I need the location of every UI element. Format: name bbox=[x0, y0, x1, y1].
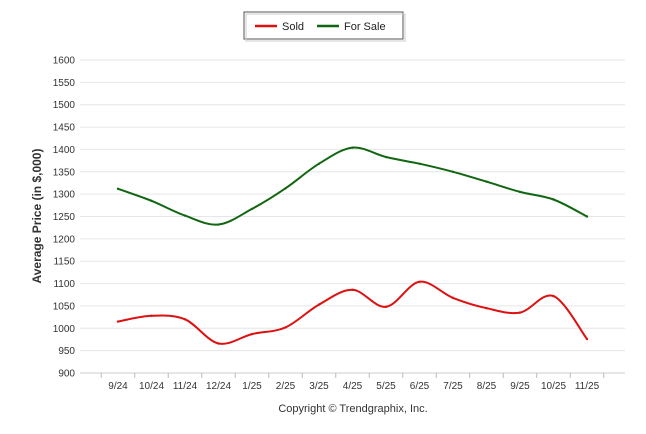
data-point-for-sale bbox=[384, 155, 388, 159]
x-tick-label: 4/25 bbox=[343, 381, 363, 392]
x-tick-label: 6/25 bbox=[410, 381, 430, 392]
y-tick-label: 1100 bbox=[53, 279, 75, 290]
y-tick-label: 1400 bbox=[53, 145, 76, 156]
data-point-for-sale bbox=[116, 187, 120, 190]
x-tick-label: 10/25 bbox=[541, 381, 566, 392]
data-point-sold bbox=[418, 280, 421, 283]
y-tick-label: 1200 bbox=[53, 234, 76, 245]
y-tick-label: 1050 bbox=[53, 301, 76, 312]
data-point-for-sale bbox=[552, 198, 555, 201]
x-tick-label: 2/25 bbox=[276, 381, 296, 392]
data-point-sold bbox=[485, 306, 488, 310]
x-tick-label: 11/24 bbox=[173, 381, 198, 392]
x-tick-label: 11/25 bbox=[575, 381, 600, 392]
data-point-for-sale bbox=[351, 146, 354, 149]
legend-shadow bbox=[245, 13, 406, 42]
y-tick-label: 1000 bbox=[53, 324, 76, 335]
copyright-text: Copyright © Trendgraphix, Inc. bbox=[278, 403, 427, 415]
data-point-for-sale bbox=[518, 190, 522, 194]
data-point-for-sale bbox=[284, 187, 287, 190]
data-point-for-sale bbox=[418, 162, 421, 165]
y-tick-label: 1600 bbox=[53, 56, 76, 67]
y-tick-label: 1350 bbox=[53, 167, 76, 178]
x-tick-label: 10/24 bbox=[139, 381, 164, 392]
y-tick-label: 1300 bbox=[53, 190, 76, 201]
y-tick-label: 1500 bbox=[53, 100, 76, 111]
data-point-sold bbox=[217, 342, 220, 345]
data-point-for-sale bbox=[585, 215, 589, 218]
x-tick-label: 3/25 bbox=[309, 381, 329, 392]
data-point-sold bbox=[451, 296, 455, 300]
legend-label-for-sale: For Sale bbox=[344, 21, 386, 33]
x-tick-label: 9/25 bbox=[510, 381, 530, 392]
y-tick-label: 1150 bbox=[53, 257, 75, 268]
data-point-sold bbox=[351, 288, 354, 292]
y-axis-title: Average Price (in $,000) bbox=[30, 149, 44, 284]
x-tick-label: 8/25 bbox=[477, 381, 497, 392]
data-point-sold bbox=[585, 337, 589, 341]
legend-label-sold: Sold bbox=[282, 21, 304, 33]
series-line-for-sale bbox=[117, 146, 588, 226]
data-point-sold bbox=[284, 326, 287, 329]
data-point-sold bbox=[552, 294, 555, 298]
y-tick-label: 900 bbox=[58, 369, 75, 380]
data-point-for-sale bbox=[485, 180, 488, 183]
data-point-sold bbox=[518, 311, 522, 314]
y-tick-label: 1450 bbox=[53, 123, 76, 134]
x-tick-label: 5/25 bbox=[376, 381, 396, 392]
y-tick-label: 1550 bbox=[53, 78, 76, 89]
data-point-sold bbox=[384, 305, 388, 309]
data-point-sold bbox=[150, 314, 153, 317]
x-tick-label: 7/25 bbox=[443, 381, 463, 392]
x-tick-label: 12/24 bbox=[206, 381, 231, 392]
x-axis: 9/24 10/24 11/24 12/24 1/25 2/25 3/25 4/25 5/25 6… bbox=[100, 373, 605, 392]
legend: Sold For Sale bbox=[243, 11, 406, 42]
series bbox=[116, 146, 589, 345]
y-axis: 900 950 1000 1050 1100 1150 1200 1250 1300 1350 14… bbox=[53, 56, 76, 380]
x-tick-label: 9/24 bbox=[108, 381, 128, 392]
data-point-for-sale bbox=[317, 162, 321, 165]
y-tick-label: 950 bbox=[58, 346, 75, 357]
x-tick-label: 1/25 bbox=[242, 381, 262, 392]
grid bbox=[80, 59, 625, 374]
data-point-sold bbox=[183, 318, 187, 321]
data-point-for-sale bbox=[451, 170, 455, 173]
data-point-sold bbox=[116, 320, 120, 323]
y-tick-label: 1250 bbox=[53, 212, 76, 223]
data-point-for-sale bbox=[183, 214, 187, 217]
data-point-sold bbox=[317, 303, 321, 306]
data-point-sold bbox=[250, 332, 254, 336]
data-point-for-sale bbox=[217, 223, 220, 226]
data-point-for-sale bbox=[150, 199, 153, 203]
data-point-for-sale bbox=[250, 207, 254, 211]
